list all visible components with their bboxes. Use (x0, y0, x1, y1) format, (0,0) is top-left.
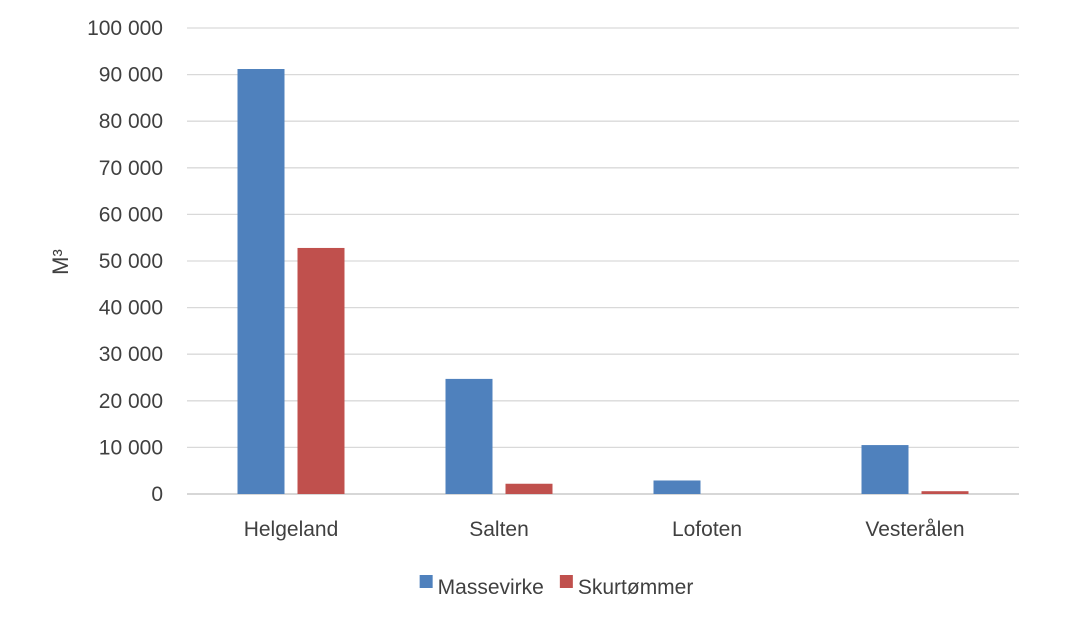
legend-swatch (419, 575, 433, 588)
bar-massevirke-helgeland (237, 69, 285, 495)
x-category-label: Vesterålen (865, 518, 964, 541)
bar-skurtømmer-vesterålen (921, 491, 969, 494)
legend-swatch (559, 575, 573, 588)
y-tick-label: 80 000 (99, 110, 163, 133)
bar-skurtømmer-helgeland (297, 247, 345, 494)
y-tick-label: 60 000 (99, 203, 163, 226)
y-tick-label: 20 000 (99, 390, 163, 413)
bar-massevirke-salten (445, 378, 493, 494)
bar-massevirke-lofoten (653, 480, 701, 494)
y-axis-ticks: 0 10 000 20 000 30 000 40 000 50 000 60 000 70 … (87, 17, 163, 506)
x-category-label: Helgeland (244, 518, 339, 541)
legend-label: Massevirke (438, 576, 544, 599)
y-tick-label: 30 000 (99, 343, 163, 366)
x-category-label: Salten (469, 518, 529, 541)
bars (237, 69, 969, 495)
y-tick-label: 100 000 (87, 17, 163, 40)
y-axis-title: M³ (48, 249, 73, 275)
y-tick-label: 90 000 (99, 64, 163, 87)
x-category-label: Lofoten (672, 518, 742, 541)
bar-massevirke-vesterålen (861, 445, 909, 494)
x-axis-categories: Helgeland Salten Lofoten Vesterålen (244, 518, 965, 541)
legend-label: Skurtømmer (578, 576, 694, 599)
y-tick-label: 0 (151, 483, 163, 506)
bar-skurtømmer-salten (505, 483, 553, 494)
legend-item: Skurtømmer (559, 575, 694, 599)
legend-item: Massevirke (419, 575, 544, 599)
y-tick-label: 50 000 (99, 250, 163, 273)
y-tick-label: 40 000 (99, 297, 163, 320)
legend: Massevirke Skurtømmer (419, 575, 694, 599)
y-tick-label: 10 000 (99, 436, 163, 459)
y-tick-label: 70 000 (99, 157, 163, 180)
